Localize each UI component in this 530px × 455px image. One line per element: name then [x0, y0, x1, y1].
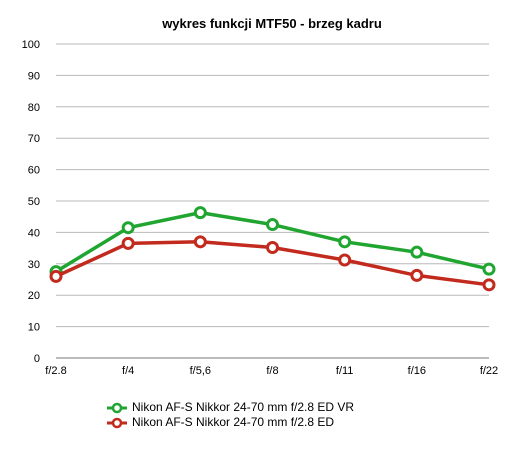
legend-item-series-1: Nikon AF-S Nikkor 24-70 mm f/2.8 ED VR	[106, 400, 354, 415]
data-point	[193, 206, 207, 220]
y-tick-label: 10	[28, 322, 40, 334]
y-tick-label: 70	[28, 133, 40, 145]
x-tick-label: f/16	[408, 365, 426, 377]
data-point	[482, 278, 496, 292]
data-point	[338, 235, 352, 249]
x-axis-ticks: f/2.8 f/4 f/5,6 f/8 f/11 f/16 f/22	[45, 365, 498, 377]
data-point	[338, 253, 352, 267]
y-tick-label: 30	[28, 259, 40, 271]
legend-marker-icon	[107, 417, 127, 428]
series-2	[49, 235, 496, 292]
y-tick-label: 60	[28, 165, 40, 177]
y-tick-label: 90	[28, 70, 40, 82]
data-point	[410, 268, 424, 282]
legend-marker-icon	[107, 402, 127, 413]
x-tick-label: f/22	[480, 365, 498, 377]
x-tick-label: f/2.8	[45, 365, 66, 377]
chart-title: wykres funkcji MTF50 - brzeg kadru	[161, 16, 382, 31]
legend-label: Nikon AF-S Nikkor 24-70 mm f/2.8 ED VR	[132, 400, 355, 414]
y-tick-label: 100	[22, 39, 40, 51]
x-tick-label: f/4	[122, 365, 134, 377]
x-tick-label: f/8	[266, 365, 278, 377]
y-axis-ticks: 0 10 20 30 40 50 60 70 80 90 100	[22, 39, 40, 365]
data-point	[410, 245, 424, 259]
data-point	[266, 218, 279, 232]
legend: Nikon AF-S Nikkor 24-70 mm f/2.8 ED VR N…	[106, 400, 354, 430]
series-lines	[49, 206, 496, 292]
data-point	[482, 262, 496, 276]
y-tick-label: 20	[28, 290, 40, 302]
y-tick-label: 0	[34, 353, 40, 365]
legend-item-series-2: Nikon AF-S Nikkor 24-70 mm f/2.8 ED	[106, 415, 354, 430]
y-tick-label: 40	[28, 227, 40, 239]
data-point	[121, 236, 135, 250]
x-tick-label: f/5,6	[190, 365, 211, 377]
y-tick-label: 80	[28, 102, 40, 114]
data-point	[266, 240, 279, 254]
grid-lines	[56, 43, 489, 359]
data-point	[193, 235, 207, 249]
y-tick-label: 50	[28, 196, 40, 208]
data-point	[49, 269, 63, 283]
legend-label: Nikon AF-S Nikkor 24-70 mm f/2.8 ED	[132, 415, 335, 429]
x-tick-label: f/11	[336, 365, 354, 377]
data-point	[121, 221, 135, 235]
